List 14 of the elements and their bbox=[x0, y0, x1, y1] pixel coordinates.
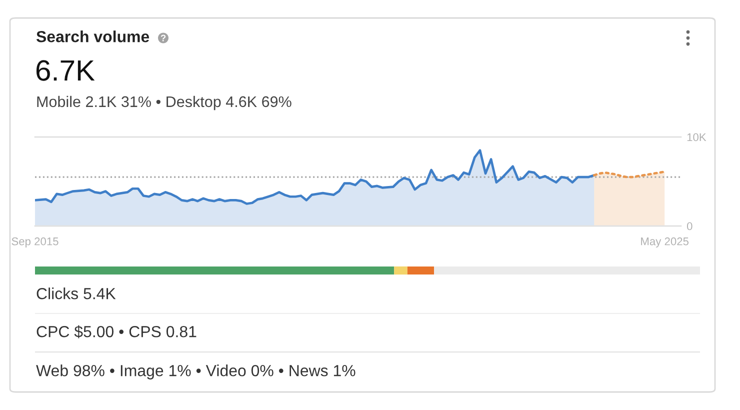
bar bbox=[35, 266, 394, 275]
bar bbox=[434, 266, 700, 275]
text: Mobile 2.1K 31% • Desktop 4.6K 69% bbox=[37, 96, 292, 110]
bar bbox=[407, 266, 434, 275]
text: Web 98% • Image 1% • Video 0% • News 1% bbox=[36, 364, 356, 380]
y-tick-label: 10K bbox=[687, 133, 706, 142]
text: Clicks 5.4K bbox=[36, 288, 116, 300]
text: CPC $5.00 • CPS 0.81 bbox=[36, 325, 196, 338]
x-tick-label: Sep 2015 bbox=[12, 237, 58, 248]
chart-title: Search volume bbox=[36, 30, 150, 42]
y-tick-label: 0 bbox=[686, 222, 692, 230]
chart-subtitle: 6.7K bbox=[36, 60, 95, 81]
bar bbox=[394, 266, 408, 275]
x-tick-label: May 2025 bbox=[641, 237, 689, 248]
